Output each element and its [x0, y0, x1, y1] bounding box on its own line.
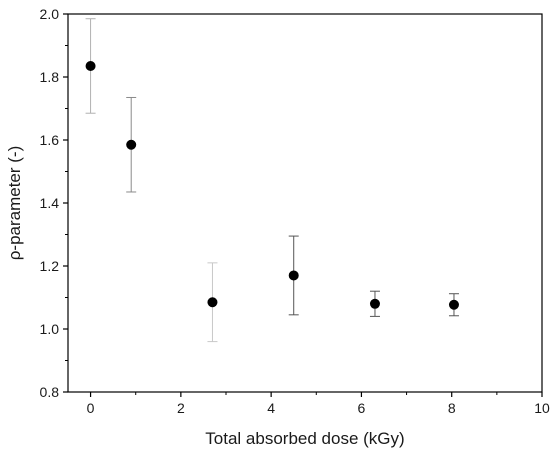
data-point — [288, 270, 299, 281]
x-tick-label: 6 — [358, 400, 366, 416]
y-axis: 0.8 1.0 1.2 1.4 1.6 1.8 2.0 — [40, 6, 68, 400]
data-point — [369, 298, 380, 309]
x-tick-label: 2 — [177, 400, 185, 416]
data-point — [85, 60, 96, 71]
x-tick-label: 0 — [87, 400, 95, 416]
y-tick-label: 1.4 — [40, 195, 60, 211]
y-tick-label: 2.0 — [40, 6, 60, 22]
data-point — [448, 299, 459, 310]
y-tick-label: 1.8 — [40, 69, 60, 85]
error-bars — [85, 18, 459, 343]
data-point — [207, 297, 218, 308]
y-tick-label: 1.2 — [40, 258, 60, 274]
plot-frame — [67, 13, 543, 393]
data-points — [85, 60, 459, 310]
y-tick-label: 1.0 — [40, 321, 60, 337]
data-point — [126, 139, 137, 150]
y-axis-title: ρ-parameter (-) — [5, 146, 24, 261]
y-tick-label: 0.8 — [40, 384, 60, 400]
x-tick-label: 10 — [534, 400, 550, 416]
x-tick-label: 8 — [448, 400, 456, 416]
x-tick-label: 4 — [267, 400, 275, 416]
x-axis-title: Total absorbed dose (kGy) — [205, 429, 404, 448]
x-axis: 0 2 4 6 8 10 — [87, 392, 550, 416]
y-tick-label: 1.6 — [40, 132, 60, 148]
